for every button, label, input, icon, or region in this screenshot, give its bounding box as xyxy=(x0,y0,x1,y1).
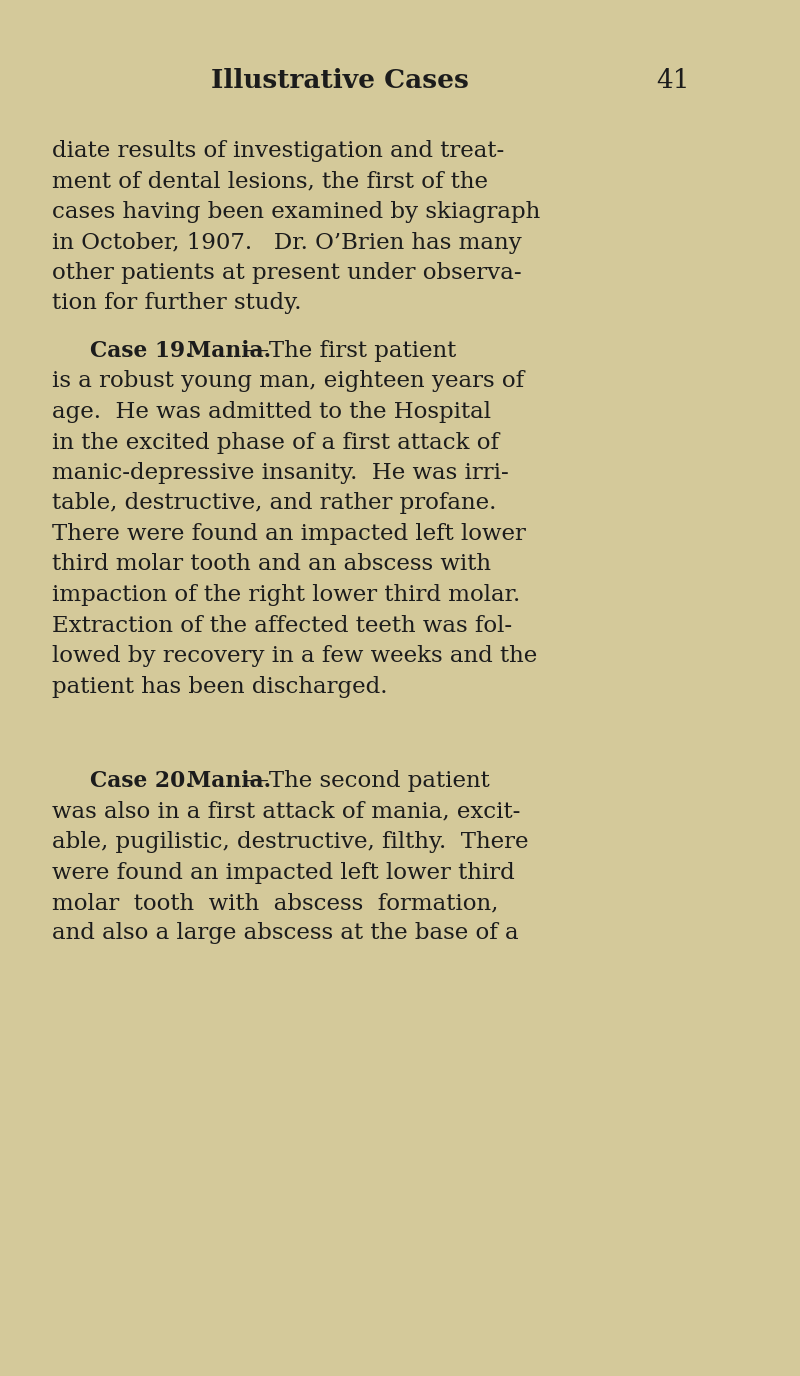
Text: —The first patient: —The first patient xyxy=(246,340,456,362)
Text: There were found an impacted left lower: There were found an impacted left lower xyxy=(52,523,526,545)
Text: patient has been discharged.: patient has been discharged. xyxy=(52,676,387,698)
Text: tion for further study.: tion for further study. xyxy=(52,293,302,315)
Text: age.  He was admitted to the Hospital: age. He was admitted to the Hospital xyxy=(52,400,491,422)
Text: —The second patient: —The second patient xyxy=(246,771,490,793)
Text: Illustrative Cases: Illustrative Cases xyxy=(211,67,469,94)
Text: diate results of investigation and treat-: diate results of investigation and treat… xyxy=(52,140,504,162)
Text: is a robust young man, eighteen years of: is a robust young man, eighteen years of xyxy=(52,370,524,392)
Text: Case 19.: Case 19. xyxy=(90,340,193,362)
Text: lowed by recovery in a few weeks and the: lowed by recovery in a few weeks and the xyxy=(52,645,538,667)
Text: molar  tooth  with  abscess  formation,: molar tooth with abscess formation, xyxy=(52,892,498,914)
Text: and also a large abscess at the base of a: and also a large abscess at the base of … xyxy=(52,922,518,944)
Text: ment of dental lesions, the first of the: ment of dental lesions, the first of the xyxy=(52,171,488,193)
Text: manic-depressive insanity.  He was irri-: manic-depressive insanity. He was irri- xyxy=(52,462,509,484)
Text: cases having been examined by skiagraph: cases having been examined by skiagraph xyxy=(52,201,540,223)
Text: Mania.: Mania. xyxy=(172,340,271,362)
Text: other patients at present under observa-: other patients at present under observa- xyxy=(52,261,522,283)
Text: was also in a first attack of mania, excit-: was also in a first attack of mania, exc… xyxy=(52,801,520,823)
Text: Case 20.: Case 20. xyxy=(90,771,193,793)
Text: 41: 41 xyxy=(656,67,690,94)
Text: Mania.: Mania. xyxy=(172,771,271,793)
Text: impaction of the right lower third molar.: impaction of the right lower third molar… xyxy=(52,583,520,605)
Text: Extraction of the affected teeth was fol-: Extraction of the affected teeth was fol… xyxy=(52,615,512,637)
Text: in October, 1907.   Dr. O’Brien has many: in October, 1907. Dr. O’Brien has many xyxy=(52,231,522,253)
Text: able, pugilistic, destructive, filthy.  There: able, pugilistic, destructive, filthy. T… xyxy=(52,831,529,853)
Text: in the excited phase of a first attack of: in the excited phase of a first attack o… xyxy=(52,432,499,454)
Text: third molar tooth and an abscess with: third molar tooth and an abscess with xyxy=(52,553,491,575)
Text: table, destructive, and rather profane.: table, destructive, and rather profane. xyxy=(52,493,496,515)
Text: were found an impacted left lower third: were found an impacted left lower third xyxy=(52,861,514,883)
